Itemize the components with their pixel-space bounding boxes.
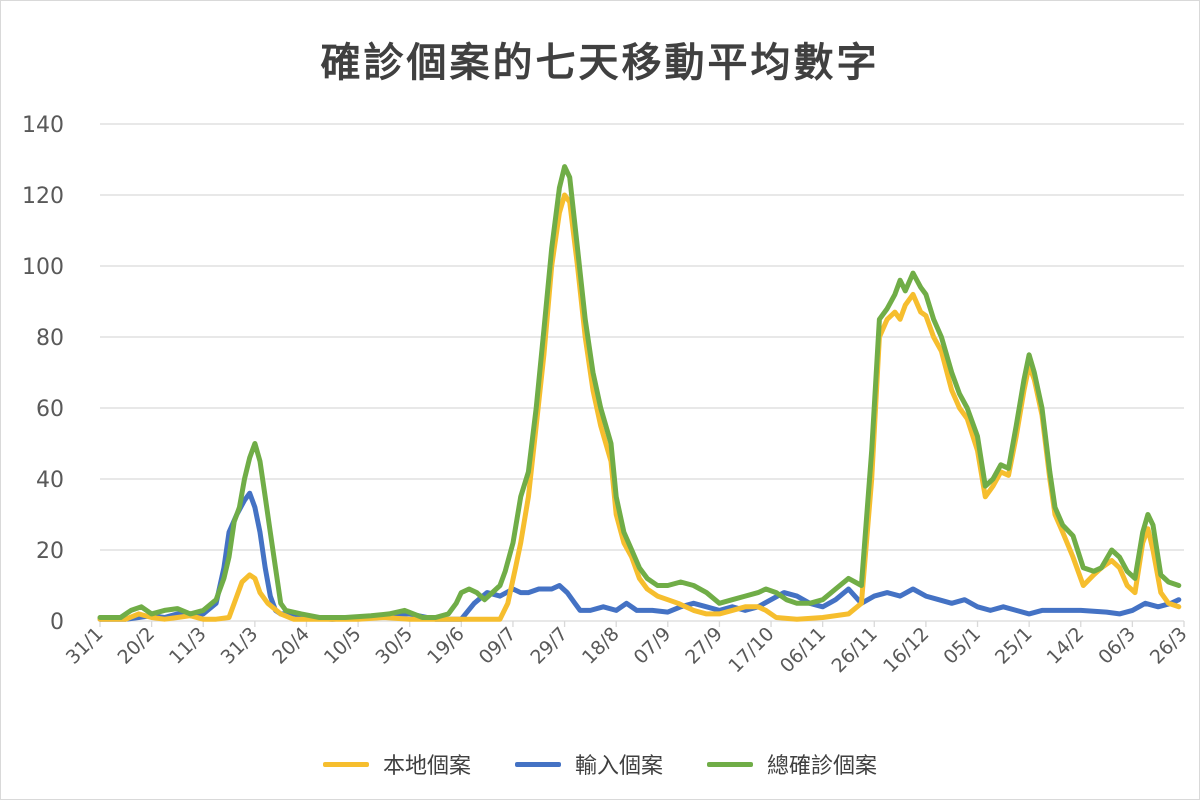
- y-tick-label: 140: [22, 113, 64, 138]
- y-axis-ticks: 0 20 40 60 80 100 120 140: [22, 113, 64, 635]
- x-tick-label: 16/12: [879, 623, 933, 677]
- x-tick-label: 31/1: [62, 623, 108, 669]
- x-axis-ticks: 31/1 20/2 11/3 31/3 20/4 10/5 30/5 19/6 09/7 29/7…: [62, 621, 1192, 677]
- x-tick-label: 10/5: [320, 623, 366, 669]
- x-tick-label: 07/9: [630, 623, 676, 669]
- series-line-2: [97, 164, 1182, 620]
- x-tick-label: 27/9: [681, 623, 727, 669]
- x-tick-label: 06/11: [776, 623, 830, 677]
- x-tick-label: 29/7: [526, 623, 572, 669]
- x-tick-label: 20/2: [113, 623, 159, 669]
- y-tick-label: 40: [36, 468, 64, 493]
- x-tick-label: 30/5: [372, 623, 418, 669]
- x-tick-label: 05/1: [939, 623, 985, 669]
- x-tick-label: 26/11: [828, 623, 882, 677]
- x-tick-label: 14/2: [1043, 623, 1089, 669]
- y-tick-label: 80: [36, 326, 64, 351]
- y-tick-label: 20: [36, 539, 64, 564]
- legend: 本地個案 輸入個案 總確診個案: [0, 748, 1200, 780]
- legend-label: 總確診個案: [767, 754, 878, 779]
- legend-item: 本地個案: [322, 748, 471, 780]
- legend-label: 本地個案: [382, 754, 471, 779]
- chart-title: 確診個案的七天移動平均數字: [320, 39, 880, 86]
- gridlines: [100, 123, 1184, 622]
- x-tick-label: 19/6: [423, 623, 469, 669]
- x-tick-label: 26/3: [1146, 623, 1192, 669]
- x-tick-label: 17/10: [724, 623, 778, 677]
- series-lines: [97, 164, 1182, 622]
- x-tick-label: 11/3: [165, 623, 211, 669]
- legend-label: 輸入個案: [574, 754, 663, 779]
- legend-item: 輸入個案: [514, 748, 663, 780]
- legend-swatch: [322, 761, 369, 767]
- x-tick-label: 18/8: [578, 623, 624, 669]
- y-tick-label: 100: [22, 255, 64, 280]
- legend-swatch: [707, 761, 753, 767]
- legend-swatch: [514, 761, 561, 767]
- x-tick-label: 25/1: [991, 623, 1037, 669]
- x-tick-label: 31/3: [217, 623, 263, 669]
- series-line-1: [97, 490, 1182, 622]
- y-tick-label: 120: [22, 184, 64, 209]
- y-tick-label: 0: [50, 610, 64, 635]
- x-tick-label: 09/7: [475, 623, 521, 669]
- y-tick-label: 60: [36, 397, 64, 422]
- x-tick-label: 06/3: [1094, 623, 1140, 669]
- legend-item: 總確診個案: [707, 748, 877, 780]
- x-tick-label: 20/4: [268, 623, 314, 669]
